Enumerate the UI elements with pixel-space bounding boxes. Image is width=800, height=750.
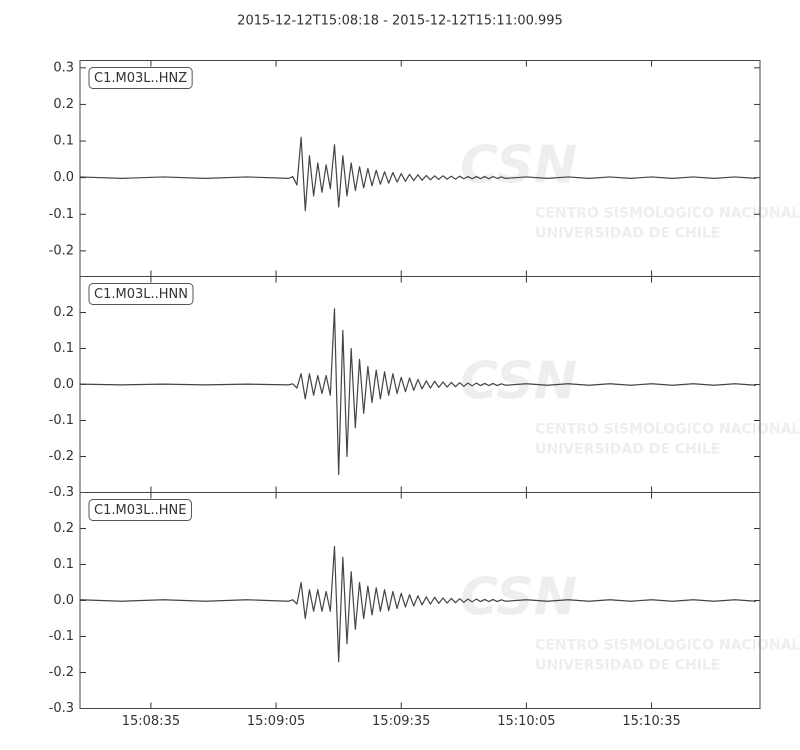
y-tick-label: 0.1	[53, 557, 74, 572]
y-tick-label: -0.3	[49, 701, 74, 716]
watermark-text: CENTRO SISMOLOGICO NACIONAL	[535, 638, 800, 654]
trace-label: C1.M03L..HNN	[94, 287, 188, 302]
axes-frame	[79, 60, 761, 277]
watermark-text: UNIVERSIDAD DE CHILE	[535, 658, 720, 674]
watermark-text: UNIVERSIDAD DE CHILE	[535, 226, 720, 242]
trace-label: C1.M03L..HNZ	[94, 71, 187, 86]
y-tick-label: -0.2	[49, 449, 74, 464]
y-tick-label: 0.3	[53, 60, 74, 75]
y-tick-label: -0.3	[49, 485, 74, 500]
x-tick-label: 15:08:35	[122, 714, 180, 729]
y-tick-label: 0.1	[53, 134, 74, 149]
y-tick-label: 0.2	[53, 521, 74, 536]
x-tick-label: 15:09:05	[247, 714, 305, 729]
waveform	[79, 545, 756, 663]
x-tick-label: 15:10:05	[497, 714, 555, 729]
y-tick-label: 0.0	[53, 593, 74, 608]
x-tick-label: 15:09:35	[372, 714, 430, 729]
watermark-text: CENTRO SISMOLOGICO NACIONAL	[535, 422, 800, 438]
waveform	[79, 308, 756, 476]
y-tick-label: 0.0	[53, 170, 74, 185]
y-tick-label: 0.0	[53, 377, 74, 392]
watermark-logo: CSN	[460, 352, 577, 412]
y-tick-label: 0.2	[53, 305, 74, 320]
label-box	[88, 283, 194, 305]
y-tick-label: -0.2	[49, 243, 74, 258]
watermark-logo: CSN	[460, 568, 577, 628]
y-tick-label: 0.1	[53, 341, 74, 356]
label-box	[88, 67, 193, 89]
chart-title: 2015-12-12T15:08:18 - 2015-12-12T15:11:0…	[237, 14, 563, 29]
watermark-logo: CSN	[460, 136, 577, 196]
x-tick-label: 15:10:35	[622, 714, 680, 729]
y-tick-label: 0.2	[53, 97, 74, 112]
watermark-text: CENTRO SISMOLOGICO NACIONAL	[535, 206, 800, 222]
label-box	[88, 499, 192, 521]
y-tick-label: -0.2	[49, 665, 74, 680]
waveform	[79, 136, 756, 212]
trace-label: C1.M03L..HNE	[94, 503, 186, 518]
axes-frame	[79, 492, 761, 709]
watermark-text: UNIVERSIDAD DE CHILE	[535, 442, 720, 458]
y-tick-label: -0.1	[49, 413, 74, 428]
y-tick-label: -0.1	[49, 207, 74, 222]
y-tick-label: -0.1	[49, 629, 74, 644]
